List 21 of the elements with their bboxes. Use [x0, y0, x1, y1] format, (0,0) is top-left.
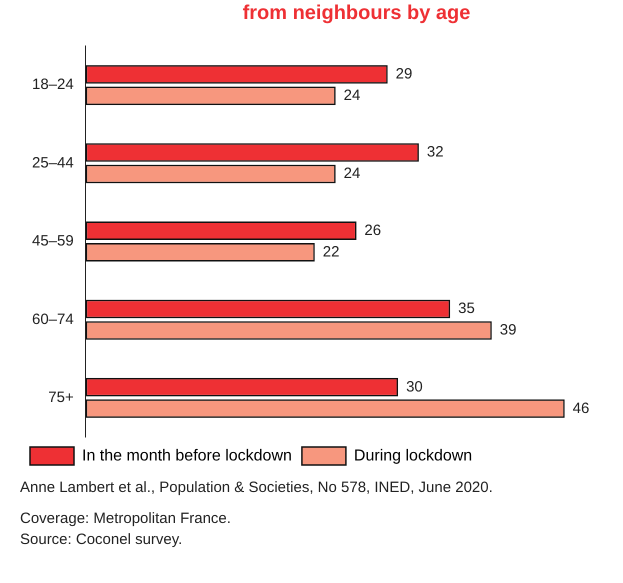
data-label: 35 [458, 300, 475, 318]
y-tick-label: 18–24 [32, 76, 74, 94]
legend-label: In the month before lockdown [82, 447, 292, 464]
legend-label: During lockdown [354, 447, 472, 464]
text: Anne Lambert et al., Population & Societies, No 578, INED, June 2020. [20, 479, 494, 496]
data-label: 30 [406, 378, 423, 396]
data-label: 26 [364, 222, 382, 239]
data-label: 24 [344, 165, 360, 182]
data-label: 24 [344, 86, 360, 104]
y-tick-label: 75+ [48, 389, 74, 406]
y-tick-label: 25–44 [32, 154, 74, 172]
chart-title: from neighbours by age [242, 2, 472, 25]
data-label: 32 [426, 144, 444, 161]
text: Coverage: Metropolitan France. [20, 510, 232, 527]
y-tick-label: 45–59 [32, 232, 74, 250]
data-label: 22 [322, 243, 340, 260]
source-note: Source: Coconel survey. [20, 531, 184, 548]
data-label: 46 [572, 400, 590, 417]
data-label: 29 [396, 65, 412, 82]
y-tick-label: 60–74 [32, 310, 74, 328]
data-label: 39 [500, 322, 516, 339]
